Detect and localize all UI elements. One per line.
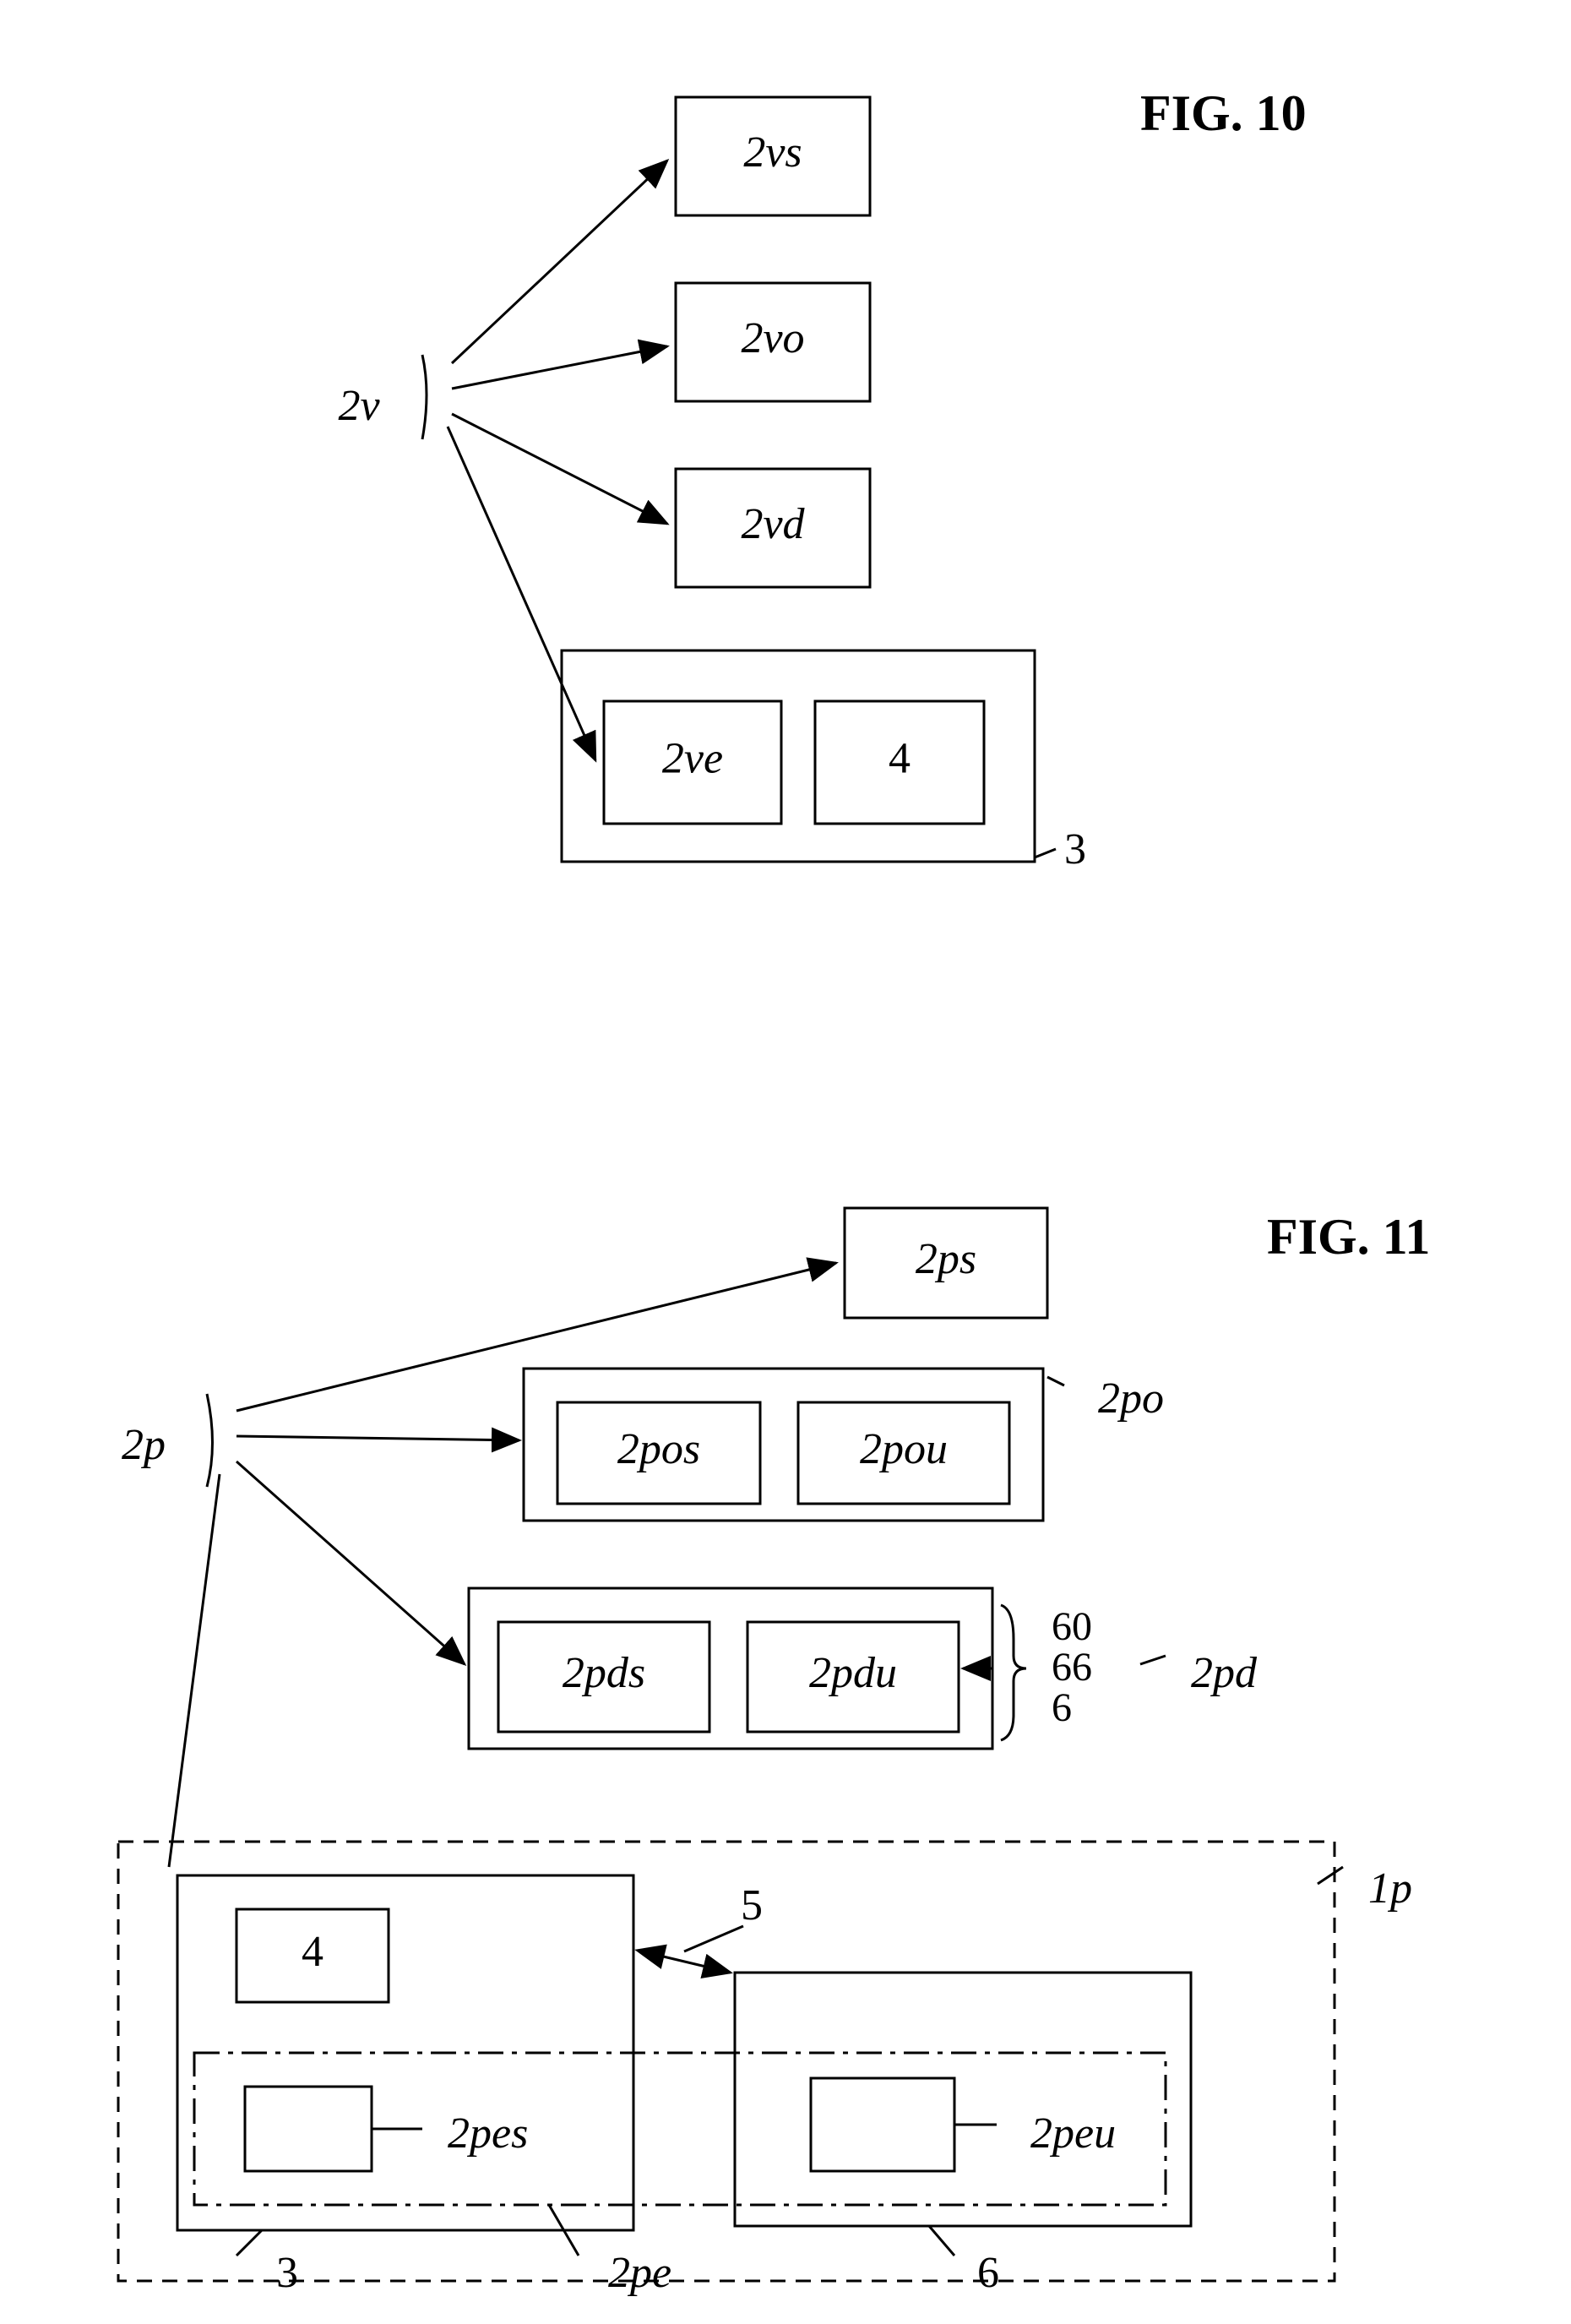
svg-text:2vo: 2vo — [741, 314, 804, 362]
svg-text:6: 6 — [977, 2249, 999, 2297]
svg-text:66: 66 — [1052, 1645, 1092, 1690]
svg-text:2peu: 2peu — [1030, 2109, 1116, 2158]
svg-text:2pdu: 2pdu — [809, 1649, 897, 1697]
svg-text:2vs: 2vs — [743, 128, 802, 177]
svg-text:FIG. 10: FIG. 10 — [1140, 85, 1307, 141]
svg-text:2pds: 2pds — [563, 1649, 645, 1697]
svg-text:2v: 2v — [338, 382, 380, 430]
svg-text:3: 3 — [1064, 825, 1086, 874]
svg-text:3: 3 — [276, 2249, 298, 2297]
svg-text:2ve: 2ve — [662, 734, 723, 782]
svg-text:6: 6 — [1052, 1685, 1072, 1730]
svg-text:FIG. 11: FIG. 11 — [1267, 1209, 1430, 1265]
svg-text:2pes: 2pes — [448, 2109, 528, 2158]
svg-text:2pos: 2pos — [617, 1425, 700, 1473]
svg-text:2pe: 2pe — [608, 2249, 671, 2297]
svg-text:2pou: 2pou — [860, 1425, 948, 1473]
svg-text:2po: 2po — [1098, 1374, 1164, 1423]
svg-text:2vd: 2vd — [741, 500, 805, 548]
svg-text:2ps: 2ps — [916, 1235, 976, 1283]
svg-text:4: 4 — [889, 734, 911, 782]
svg-text:2pd: 2pd — [1191, 1649, 1258, 1697]
svg-text:2p: 2p — [122, 1421, 166, 1469]
diagram-canvas: FIG. 10 2vs 2vo 2vd 3 2ve 4 2v FIG. 11 2ps 2po 2pos… — [0, 0, 1571, 2324]
svg-text:5: 5 — [741, 1881, 763, 1929]
svg-text:4: 4 — [302, 1928, 323, 1976]
svg-text:1p: 1p — [1368, 1864, 1412, 1913]
svg-text:60: 60 — [1052, 1604, 1092, 1649]
